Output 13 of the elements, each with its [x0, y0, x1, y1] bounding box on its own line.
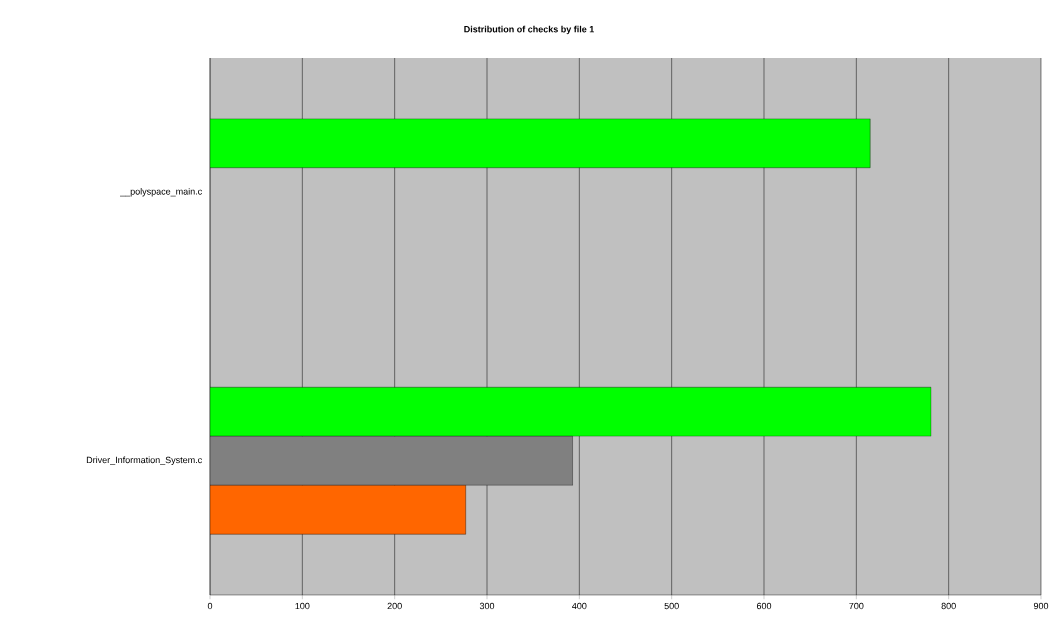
y-tick-label: __polyspace_main.c: [120, 188, 202, 197]
x-tick-label: 400: [572, 602, 587, 610]
x-tick-label: 200: [387, 602, 402, 610]
chart-title: Distribution of checks by file 1: [464, 25, 595, 35]
x-tick-label: 800: [941, 602, 956, 610]
y-tick-label: Driver_Information_System.c: [86, 456, 202, 465]
x-tick-label: 700: [849, 602, 864, 610]
x-tick-label: 600: [756, 602, 772, 610]
x-tick-label: 900: [1033, 602, 1049, 610]
x-tick-label: 0: [207, 602, 213, 610]
x-tick-label: 300: [479, 602, 495, 610]
x-tick-label: 500: [664, 602, 679, 610]
x-tick-label: 100: [295, 602, 310, 610]
